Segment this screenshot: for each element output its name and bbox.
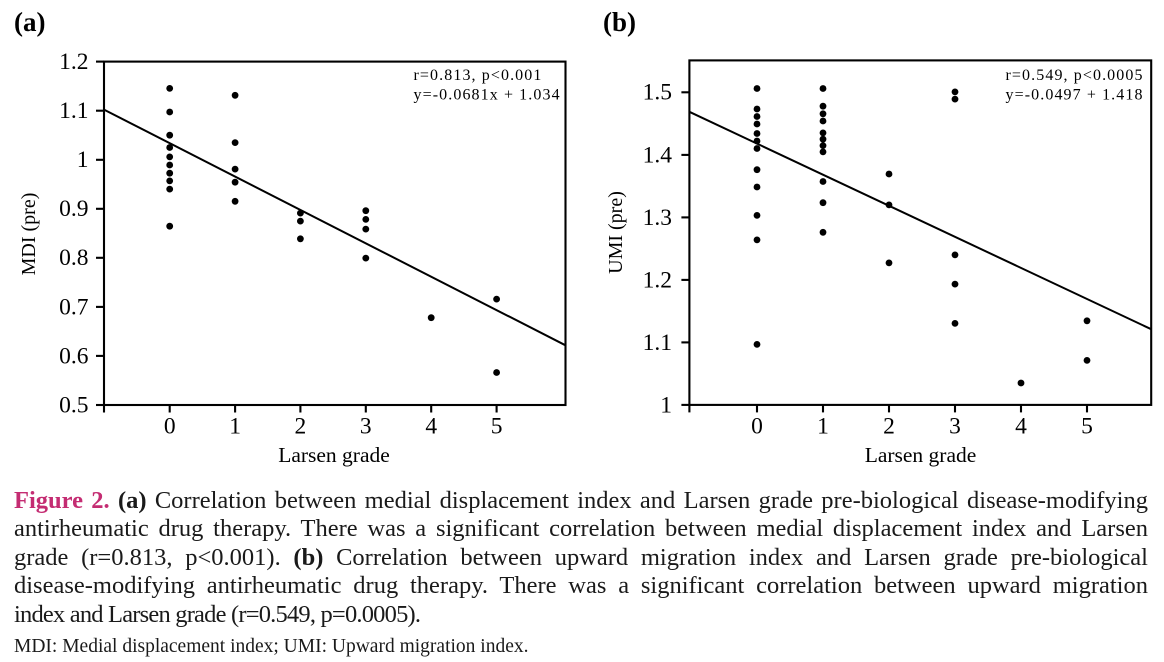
svg-text:MDI (pre): MDI (pre): [18, 193, 40, 276]
svg-text:4: 4: [425, 414, 437, 440]
svg-text:UMI (pre): UMI (pre): [605, 191, 627, 274]
svg-text:(b): (b): [603, 7, 636, 37]
svg-text:1.3: 1.3: [643, 205, 672, 231]
svg-text:1: 1: [229, 414, 241, 440]
svg-text:1.5: 1.5: [643, 80, 672, 106]
svg-text:0.6: 0.6: [59, 343, 89, 369]
svg-text:r=0.813, p<0.001: r=0.813, p<0.001: [414, 67, 543, 84]
svg-text:y=-0.0681x + 1.034: y=-0.0681x + 1.034: [414, 87, 561, 104]
svg-text:1.1: 1.1: [643, 330, 672, 356]
svg-text:0.5: 0.5: [59, 392, 88, 418]
svg-text:0.7: 0.7: [59, 294, 89, 320]
svg-text:0.8: 0.8: [59, 245, 88, 271]
svg-text:y=-0.0497 + 1.418: y=-0.0497 + 1.418: [1006, 87, 1144, 104]
svg-text:3: 3: [949, 414, 961, 440]
svg-text:1: 1: [817, 414, 829, 440]
svg-text:5: 5: [1081, 414, 1093, 440]
svg-text:2: 2: [295, 414, 307, 440]
svg-text:3: 3: [360, 414, 372, 440]
svg-text:1.2: 1.2: [643, 267, 672, 293]
svg-text:0.9: 0.9: [59, 196, 88, 222]
svg-text:0: 0: [751, 414, 763, 440]
svg-text:1: 1: [77, 147, 89, 173]
svg-text:Larsen grade: Larsen grade: [278, 443, 390, 467]
svg-text:2: 2: [883, 414, 895, 440]
svg-text:1.1: 1.1: [59, 98, 88, 124]
svg-text:1.2: 1.2: [59, 49, 88, 75]
svg-text:5: 5: [491, 414, 503, 440]
svg-text:1.4: 1.4: [643, 142, 673, 168]
svg-text:0: 0: [164, 414, 176, 440]
svg-text:Larsen grade: Larsen grade: [865, 443, 977, 467]
svg-text:1: 1: [660, 392, 672, 418]
svg-text:4: 4: [1015, 414, 1027, 440]
svg-text:r=0.549, p<0.0005: r=0.549, p<0.0005: [1006, 67, 1144, 84]
svg-text:(a): (a): [14, 7, 45, 37]
